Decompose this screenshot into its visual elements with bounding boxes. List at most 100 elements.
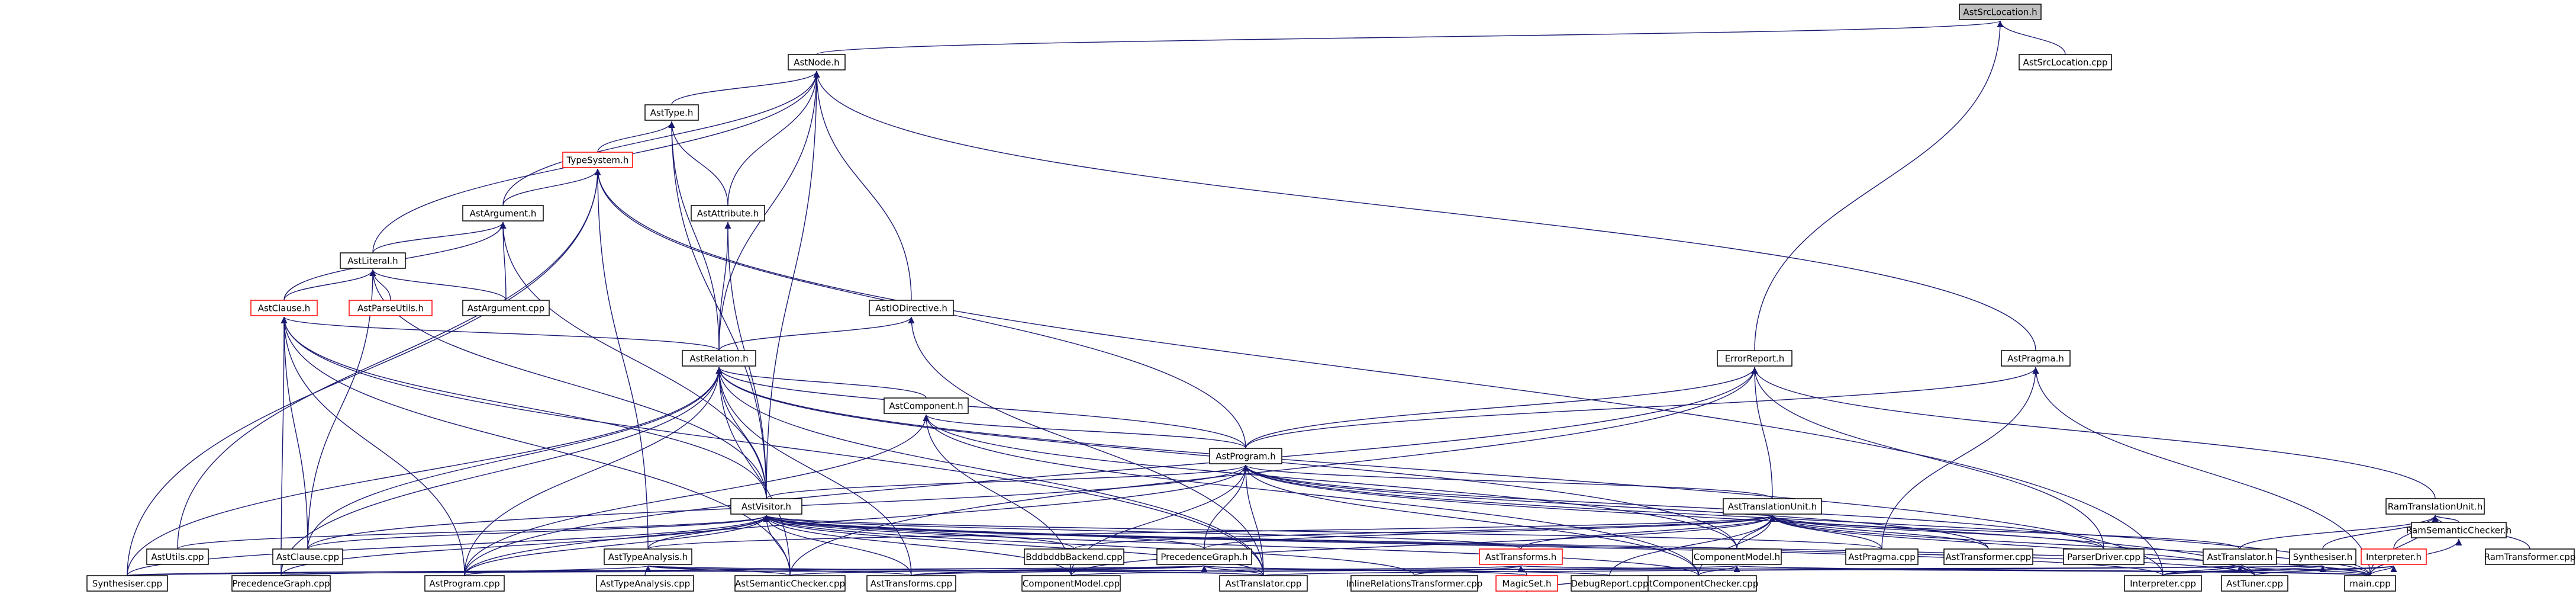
node-label: AstClause.cpp <box>276 552 339 563</box>
node-ast-pragma-cpp[interactable]: AstPragma.cpp <box>1845 548 1919 565</box>
node-box <box>2221 575 2288 592</box>
edge-ast-translator-cpp-to-ast-relation-h <box>715 367 1264 576</box>
node-label: BddbddbBackend.cpp <box>1026 552 1123 563</box>
node-label: DebugReport.cpp <box>1571 579 1648 589</box>
node-label: AstRelation.h <box>689 354 748 364</box>
node-box <box>2001 350 2071 367</box>
node-error-report-h[interactable]: ErrorReport.h <box>1717 350 1792 367</box>
node-ast-src-location-cpp[interactable]: AstSrcLocation.cpp <box>2019 54 2112 70</box>
node-type-system-h[interactable]: TypeSystem.h <box>562 152 633 168</box>
node-synthesiser-cpp[interactable]: Synthesiser.cpp <box>86 575 168 592</box>
node-box <box>2361 548 2427 565</box>
node-main-cpp[interactable]: main.cpp <box>2344 575 2396 592</box>
node-box <box>1717 350 1792 367</box>
node-label: ErrorReport.h <box>1725 354 1785 364</box>
node-magic-set-h[interactable]: MagicSet.h <box>1495 575 1558 592</box>
node-label: AstArgument.cpp <box>468 303 544 314</box>
node-ast-component-h[interactable]: AstComponent.h <box>884 397 969 414</box>
edge-main-cpp-to-ast-pragma-h <box>2032 367 2371 576</box>
edge-ast-clause-cpp-to-ast-relation-h <box>307 367 723 550</box>
edge-inline-relations-transformer-cpp-to-ast-visitor-h <box>763 515 1415 576</box>
node-parser-driver-cpp[interactable]: ParserDriver.cpp <box>2063 548 2145 565</box>
edge-ast-program-h-to-ast-relation-h <box>715 367 1246 449</box>
node-ast-transforms-cpp[interactable]: AstTransforms.cpp <box>866 575 956 592</box>
node-ram-transformer-cpp[interactable]: RamTransformer.cpp <box>2484 548 2576 565</box>
node-interpreter-cpp[interactable]: Interpreter.cpp <box>2124 575 2202 592</box>
edge-ast-relation-h-to-ast-type-h <box>668 121 720 351</box>
edge-ast-utils-cpp-to-type-system-h <box>177 168 601 550</box>
node-ast-component-checker-cpp[interactable]: AstComponentChecker.cpp <box>1639 575 1759 592</box>
node-ram-semantic-checker-h[interactable]: RamSemanticChecker.h <box>2406 522 2511 538</box>
node-ast-utils-cpp[interactable]: AstUtils.cpp <box>146 548 209 565</box>
node-ast-node-h[interactable]: AstNode.h <box>788 54 846 70</box>
node-component-model-h[interactable]: ComponentModel.h <box>1692 548 1782 565</box>
node-ast-pragma-h[interactable]: AstPragma.h <box>2001 350 2071 367</box>
node-ast-type-analysis-cpp[interactable]: AstTypeAnalysis.cpp <box>596 575 694 592</box>
node-box <box>2411 522 2507 538</box>
node-ast-clause-h[interactable]: AstClause.h <box>250 300 318 316</box>
node-inline-relations-transformer-cpp[interactable]: InlineRelationsTransformer.cpp <box>1346 575 1483 592</box>
node-ast-parse-utils-h[interactable]: AstParseUtils.h <box>349 300 433 316</box>
node-precedence-graph-cpp[interactable]: PrecedenceGraph.cpp <box>231 575 331 592</box>
node-ast-semantic-checker-cpp[interactable]: AstSemanticChecker.cpp <box>734 575 846 592</box>
node-synthesiser-h[interactable]: Synthesiser.h <box>2289 548 2356 565</box>
node-label: AstPragma.cpp <box>1848 552 1915 563</box>
node-ast-translator-h[interactable]: AstTranslator.h <box>2203 548 2277 565</box>
edge-ram-translation-unit-h-to-error-report-h <box>1751 367 2436 499</box>
node-label: AstTuner.cpp <box>2226 579 2283 589</box>
node-ast-iodirective-h[interactable]: AstIODirective.h <box>869 300 954 316</box>
edge-ast-pragma-cpp-to-ast-pragma-h <box>1881 367 2039 550</box>
node-component-model-cpp[interactable]: ComponentModel.cpp <box>1021 575 1121 592</box>
edge-ast-transformer-cpp-to-ast-program-h <box>1242 464 1989 550</box>
node-label: RamSemanticChecker.h <box>2406 525 2511 536</box>
node-box <box>340 252 406 269</box>
node-ram-translation-unit-h[interactable]: RamTranslationUnit.h <box>2385 498 2485 515</box>
node-ast-attribute-h[interactable]: AstAttribute.h <box>691 205 765 222</box>
node-ast-relation-h[interactable]: AstRelation.h <box>682 350 756 367</box>
node-ast-type-analysis-h[interactable]: AstTypeAnalysis.h <box>604 548 692 565</box>
node-label: Synthesiser.h <box>2293 552 2353 563</box>
node-label: AstSemanticChecker.cpp <box>735 579 845 589</box>
node-ast-clause-cpp[interactable]: AstClause.cpp <box>272 548 343 565</box>
node-label: AstType.h <box>650 108 694 118</box>
node-precedence-graph-h[interactable]: PrecedenceGraph.h <box>1156 548 1252 565</box>
node-label: ComponentModel.h <box>1694 552 1780 563</box>
node-ast-type-h[interactable]: AstType.h <box>644 104 699 121</box>
edge-interpreter-cpp-to-ast-visitor-h <box>763 515 2164 576</box>
node-ast-argument-h[interactable]: AstArgument.h <box>462 205 544 222</box>
node-label: AstSrcLocation.h <box>1963 7 2037 18</box>
edge-ast-translator-cpp-to-ast-clause-h <box>281 316 1264 576</box>
node-ast-program-h[interactable]: AstProgram.h <box>1209 448 1282 464</box>
edge-ast-transforms-cpp-to-ast-visitor-h <box>763 515 912 576</box>
edge-ast-component-h-to-ast-relation-h <box>715 367 927 399</box>
node-ast-src-location-h[interactable]: AstSrcLocation.h <box>1959 4 2042 20</box>
node-ast-visitor-h[interactable]: AstVisitor.h <box>730 498 802 515</box>
node-debug-report-cpp[interactable]: DebugReport.cpp <box>1571 575 1649 592</box>
node-box <box>424 575 505 592</box>
edge-ast-component-checker-cpp-to-ast-program-h <box>1242 464 1699 576</box>
node-ast-translation-unit-h[interactable]: AstTranslationUnit.h <box>1723 498 1822 515</box>
node-ast-argument-cpp[interactable]: AstArgument.cpp <box>462 300 550 316</box>
node-ast-literal-h[interactable]: AstLiteral.h <box>340 252 406 269</box>
node-bddbddb-backend-cpp[interactable]: BddbddbBackend.cpp <box>1024 548 1124 565</box>
edge-ast-transforms-h-to-ast-visitor-h <box>763 515 1521 550</box>
node-box <box>2385 498 2485 515</box>
edge-main-cpp-to-synthesiser-h <box>2319 565 2371 576</box>
node-label: AstSrcLocation.cpp <box>2023 57 2107 68</box>
edge-component-model-cpp-to-ast-component-h <box>923 414 1072 576</box>
edge-ast-visitor-h-to-ast-node-h <box>766 70 820 499</box>
node-label: AstVisitor.h <box>741 502 791 512</box>
edge-ast-semantic-checker-cpp-to-ast-visitor-h <box>763 515 791 576</box>
node-ast-transformer-cpp[interactable]: AstTransformer.cpp <box>1943 548 2033 565</box>
node-interpreter-h[interactable]: Interpreter.h <box>2361 548 2427 565</box>
node-ast-program-cpp[interactable]: AstProgram.cpp <box>424 575 505 592</box>
node-ast-translator-cpp[interactable]: AstTranslator.cpp <box>1219 575 1308 592</box>
node-ast-transforms-h[interactable]: AstTransforms.h <box>1479 548 1563 565</box>
edge-ast-program-cpp-to-error-report-h <box>464 367 1758 576</box>
edge-ast-argument-cpp-to-ast-argument-h <box>499 222 507 301</box>
edge-ast-tuner-cpp-to-interpreter-h <box>2254 565 2397 576</box>
edge-ast-pragma-cpp-to-ast-visitor-h <box>763 515 1882 550</box>
edge-ast-component-checker-cpp-to-ast-component-h <box>923 414 1699 576</box>
node-ast-tuner-cpp[interactable]: AstTuner.cpp <box>2221 575 2288 592</box>
node-box <box>1156 548 1252 565</box>
